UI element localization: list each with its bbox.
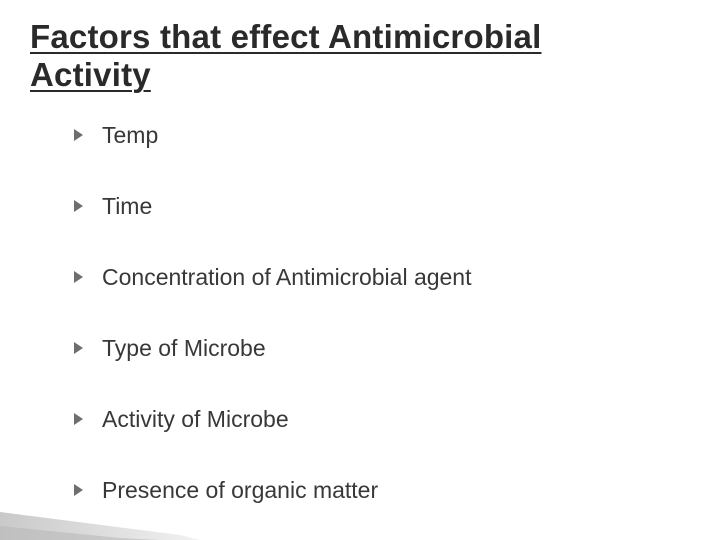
bullet-text: Concentration of Antimicrobial agent xyxy=(102,264,472,290)
slide: Factors that effect Antimicrobial Activi… xyxy=(0,0,720,540)
title-line-2: Activity xyxy=(30,56,151,93)
title-line-1: Factors that effect Antimicrobial xyxy=(30,18,541,55)
list-item: Activity of Microbe xyxy=(74,406,690,433)
bullet-text: Presence of organic matter xyxy=(102,477,378,503)
list-item: Concentration of Antimicrobial agent xyxy=(74,264,690,291)
list-item: Time xyxy=(74,193,690,220)
bullet-list: Temp Time Concentration of Antimicrobial… xyxy=(30,122,690,504)
bullet-text: Temp xyxy=(102,122,158,148)
bullet-text: Time xyxy=(102,193,152,219)
slide-title: Factors that effect Antimicrobial Activi… xyxy=(30,18,690,94)
bullet-text: Type of Microbe xyxy=(102,335,266,361)
list-item: Temp xyxy=(74,122,690,149)
list-item: Presence of organic matter xyxy=(74,477,690,504)
bullet-text: Activity of Microbe xyxy=(102,406,289,432)
list-item: Type of Microbe xyxy=(74,335,690,362)
